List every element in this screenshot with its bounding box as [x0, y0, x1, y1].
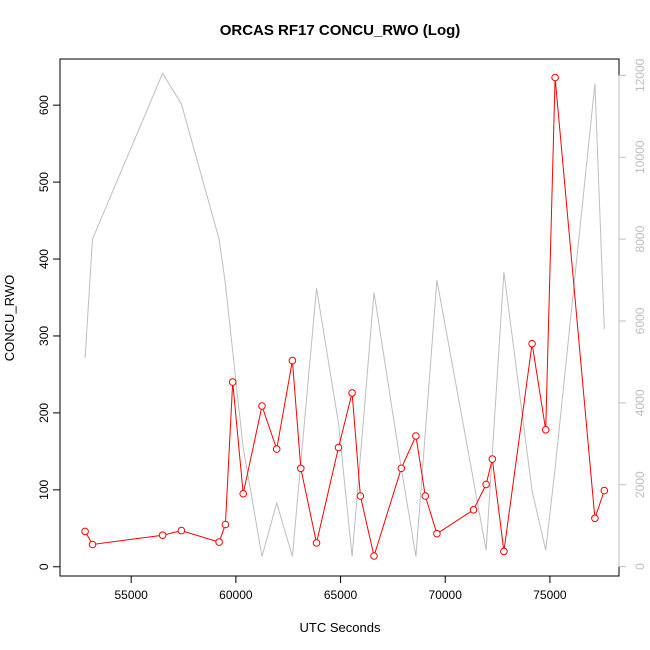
data-point: [288, 356, 297, 365]
data-point: [397, 464, 406, 473]
data-point: [221, 520, 230, 529]
data-point: [158, 531, 167, 540]
y-axis-right: 0 2000 4000 6000 8000 10000 12000: [618, 58, 647, 570]
x-axis-label: UTC Seconds: [300, 620, 381, 635]
data-point: [88, 540, 97, 549]
data-point: [469, 506, 478, 514]
y2-tick-label: 0: [633, 563, 647, 570]
data-point: [433, 529, 441, 538]
data-point: [528, 339, 536, 348]
data-point: [272, 445, 281, 453]
series-layer: [81, 72, 609, 560]
data-point: [356, 492, 365, 500]
data-point: [348, 389, 356, 397]
data-point: [215, 538, 223, 546]
y-tick-label: 300: [37, 326, 51, 346]
x-tick-label: 75000: [533, 588, 567, 602]
y2-tick-label: 6000: [633, 307, 647, 334]
y-tick-label: 500: [37, 172, 51, 192]
y-tick-label: 400: [37, 249, 51, 269]
y-tick-label: 0: [37, 563, 51, 570]
x-tick-label: 55000: [114, 588, 148, 602]
chart-title: ORCAS RF17 CONCU_RWO (Log): [220, 22, 461, 39]
data-point: [500, 547, 508, 556]
x-tick-label: 65000: [324, 588, 358, 602]
y-axis-left: 0 100 200 300 400 500 600: [37, 95, 61, 570]
y-tick-label: 100: [37, 480, 51, 500]
data-point: [482, 480, 490, 489]
data-point: [551, 73, 559, 82]
series-line-right-axis: [84, 72, 605, 557]
data-point: [258, 402, 266, 410]
data-point: [81, 527, 89, 536]
x-tick-label: 60000: [219, 588, 253, 602]
data-point: [541, 426, 550, 434]
data-point: [370, 552, 378, 560]
data-point: [591, 514, 599, 523]
y-tick-label: 600: [37, 95, 51, 115]
x-axis: 55000 60000 65000 70000 75000: [114, 575, 567, 602]
data-point: [297, 464, 305, 473]
y2-tick-label: 8000: [633, 225, 647, 252]
data-point: [421, 492, 430, 500]
x-tick-label: 70000: [429, 588, 463, 602]
plot-frame: [59, 58, 620, 577]
y2-tick-label: 4000: [633, 389, 647, 416]
data-point: [488, 455, 497, 463]
data-point: [239, 489, 247, 498]
data-point: [177, 526, 186, 535]
y-axis-label: CONCU_RWO: [2, 275, 17, 361]
y2-tick-label: 10000: [633, 140, 647, 174]
data-point: [334, 443, 343, 452]
data-point: [312, 539, 321, 547]
data-point: [600, 486, 609, 495]
y2-tick-label: 12000: [633, 58, 647, 92]
y2-tick-label: 2000: [633, 471, 647, 498]
data-point: [412, 432, 420, 440]
y-tick-label: 200: [37, 403, 51, 423]
data-point: [228, 378, 237, 386]
